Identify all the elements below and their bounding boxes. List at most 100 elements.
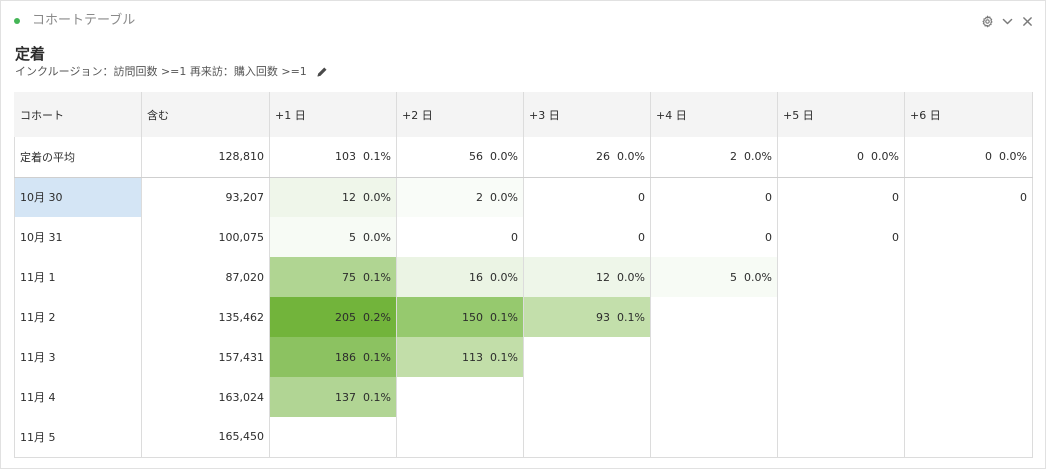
retention-count: 75 xyxy=(342,270,357,284)
table-row: 11月 1 87,020 75 0.1% 16 0.0% 12 0.0% 5 0.0% xyxy=(14,257,1033,297)
chevron-down-icon[interactable] xyxy=(999,13,1015,29)
retention-cell[interactable]: 137 0.1% xyxy=(269,377,397,417)
retention-cell[interactable]: 0 xyxy=(650,217,778,257)
included-count: 165,450 xyxy=(141,417,270,458)
empty-cell xyxy=(650,297,778,337)
cohort-label[interactable]: 11月 4 xyxy=(14,377,142,417)
cohort-table: コホート 含む +1 日 +2 日 +3 日 +4 日 +5 日 +6 日 定着の平均 128,… xyxy=(14,92,1033,458)
cohort-label[interactable]: 10月 31 xyxy=(14,217,142,257)
cohort-label[interactable]: 11月 2 xyxy=(14,297,142,337)
table-header-row: コホート 含む +1 日 +2 日 +3 日 +4 日 +5 日 +6 日 xyxy=(14,92,1033,137)
retention-cell[interactable]: 150 0.1% xyxy=(396,297,524,337)
retention-cell[interactable]: 56 0.0% xyxy=(396,137,524,178)
retention-cell[interactable]: 12 0.0% xyxy=(523,257,651,297)
retention-cell[interactable]: 12 0.0% xyxy=(269,177,397,217)
retention-percent: 0.0% xyxy=(871,150,899,164)
retention-percent: 0.0% xyxy=(744,270,772,284)
average-row-label: 定着の平均 xyxy=(14,137,142,178)
empty-cell xyxy=(904,377,1033,417)
retention-count: 0 xyxy=(638,230,645,244)
retention-count: 16 xyxy=(469,270,484,284)
average-row: 定着の平均 128,810 103 0.1% 56 0.0% 26 0.0% 2 0.0% 0 0.0… xyxy=(14,137,1033,178)
retention-cell[interactable]: 0 xyxy=(396,217,524,257)
column-header[interactable]: +6 日 xyxy=(904,92,1033,137)
close-icon[interactable] xyxy=(1019,13,1035,29)
included-count: 157,431 xyxy=(141,337,270,377)
retention-cell[interactable]: 186 0.1% xyxy=(269,337,397,377)
retention-cell[interactable]: 205 0.2% xyxy=(269,297,397,337)
retention-count: 186 xyxy=(335,350,357,364)
retention-count: 0 xyxy=(892,190,899,204)
retention-percent: 0.0% xyxy=(617,270,645,284)
retention-cell[interactable]: 5 0.0% xyxy=(269,217,397,257)
retention-cell[interactable]: 0 xyxy=(650,177,778,217)
retention-cell[interactable]: 103 0.1% xyxy=(269,137,397,178)
retention-count: 205 xyxy=(335,310,357,324)
retention-cell[interactable]: 113 0.1% xyxy=(396,337,524,377)
retention-cell[interactable]: 0 xyxy=(904,177,1033,217)
retention-cell[interactable]: 0 xyxy=(777,217,905,257)
retention-cell[interactable]: 75 0.1% xyxy=(269,257,397,297)
cohort-label[interactable]: 10月 30 xyxy=(14,177,142,217)
retention-count: 0 xyxy=(1020,190,1027,204)
retention-cell[interactable]: 2 0.0% xyxy=(396,177,524,217)
retention-count: 0 xyxy=(638,190,645,204)
retention-count: 103 xyxy=(335,150,357,164)
empty-cell xyxy=(269,417,397,458)
retention-percent: 0.0% xyxy=(490,150,518,164)
column-header[interactable]: +5 日 xyxy=(777,92,905,137)
retention-percent: 0.1% xyxy=(363,390,391,404)
empty-cell xyxy=(777,337,905,377)
empty-cell xyxy=(650,417,778,458)
retention-percent: 0.0% xyxy=(744,150,772,164)
included-count: 100,075 xyxy=(141,217,270,257)
retention-cell[interactable]: 0 0.0% xyxy=(904,137,1033,178)
retention-count: 12 xyxy=(596,270,611,284)
column-header[interactable]: +3 日 xyxy=(523,92,651,137)
retention-percent: 0.2% xyxy=(363,310,391,324)
cohort-label[interactable]: 11月 3 xyxy=(14,337,142,377)
table-row: 10月 30 93,207 12 0.0% 2 0.0% 0 0 0 0 xyxy=(14,177,1033,217)
retention-count: 0 xyxy=(765,230,772,244)
column-header[interactable]: +4 日 xyxy=(650,92,778,137)
cohort-label[interactable]: 11月 5 xyxy=(14,417,142,458)
gear-icon[interactable] xyxy=(979,13,995,29)
retention-percent: 0.0% xyxy=(490,190,518,204)
retention-cell[interactable]: 0 0.0% xyxy=(777,137,905,178)
retention-percent: 0.0% xyxy=(363,230,391,244)
empty-cell xyxy=(904,417,1033,458)
retention-cell[interactable]: 5 0.0% xyxy=(650,257,778,297)
retention-percent: 0.1% xyxy=(490,350,518,364)
column-header[interactable]: 含む xyxy=(141,92,270,137)
pencil-icon[interactable] xyxy=(315,65,329,79)
table-row: 11月 3 157,431 186 0.1% 113 0.1% xyxy=(14,337,1033,377)
empty-cell xyxy=(650,337,778,377)
retention-percent: 0.1% xyxy=(363,350,391,364)
column-header[interactable]: +2 日 xyxy=(396,92,524,137)
status-dot-icon xyxy=(14,18,20,24)
retention-cell[interactable]: 0 xyxy=(523,217,651,257)
retention-percent: 0.1% xyxy=(363,150,391,164)
empty-cell xyxy=(904,217,1033,257)
column-header[interactable]: コホート xyxy=(14,92,142,137)
included-count: 163,024 xyxy=(141,377,270,417)
retention-cell[interactable]: 93 0.1% xyxy=(523,297,651,337)
empty-cell xyxy=(777,377,905,417)
retention-cell[interactable]: 0 xyxy=(523,177,651,217)
retention-count: 2 xyxy=(476,190,484,204)
column-header[interactable]: +1 日 xyxy=(269,92,397,137)
cohort-label[interactable]: 11月 1 xyxy=(14,257,142,297)
retention-cell[interactable]: 16 0.0% xyxy=(396,257,524,297)
retention-cell[interactable]: 2 0.0% xyxy=(650,137,778,178)
retention-cell[interactable]: 26 0.0% xyxy=(523,137,651,178)
panel-title[interactable]: コホートテーブル xyxy=(32,13,136,28)
panel-header: コホートテーブル xyxy=(1,1,1045,41)
section-title: 定着 xyxy=(15,45,46,63)
table-row: 11月 4 163,024 137 0.1% xyxy=(14,377,1033,417)
retention-count: 5 xyxy=(730,270,738,284)
retention-cell[interactable]: 0 xyxy=(777,177,905,217)
empty-cell xyxy=(777,417,905,458)
retention-percent: 0.1% xyxy=(617,310,645,324)
retention-count: 12 xyxy=(342,190,357,204)
